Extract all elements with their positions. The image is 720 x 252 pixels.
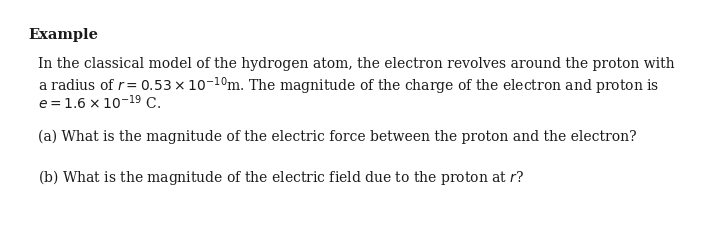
Text: a radius of $r=0.53\times10^{-10}$m. The magnitude of the charge of the electron: a radius of $r=0.53\times10^{-10}$m. The… — [38, 75, 660, 96]
Text: Example: Example — [28, 28, 98, 42]
Text: In the classical model of the hydrogen atom, the electron revolves around the pr: In the classical model of the hydrogen a… — [38, 57, 675, 71]
Text: $e=1.6\times10^{-19}$ C.: $e=1.6\times10^{-19}$ C. — [38, 93, 161, 111]
Text: (a) What is the magnitude of the electric force between the proton and the elect: (a) What is the magnitude of the electri… — [38, 130, 636, 144]
Text: (b) What is the magnitude of the electric field due to the proton at $r$?: (b) What is the magnitude of the electri… — [38, 167, 524, 186]
